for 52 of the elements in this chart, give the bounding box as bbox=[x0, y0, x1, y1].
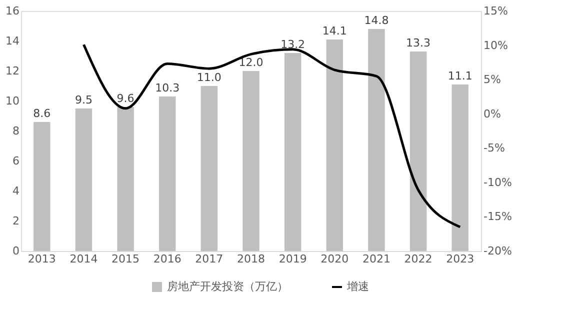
bar bbox=[452, 84, 468, 251]
y-tick-label: 4 bbox=[12, 184, 20, 198]
y2-tick-label: 0% bbox=[484, 107, 501, 120]
bar bbox=[117, 107, 134, 251]
bar bbox=[284, 53, 302, 251]
data-label: 8.6 bbox=[33, 107, 51, 120]
bar bbox=[159, 96, 176, 251]
y-tick-label: 16 bbox=[6, 4, 20, 18]
y-tick-label: 6 bbox=[12, 154, 20, 168]
data-label: 9.6 bbox=[116, 92, 134, 105]
data-label: 14.1 bbox=[322, 24, 347, 38]
bar bbox=[410, 52, 427, 251]
y2-tick-label: -5% bbox=[484, 142, 505, 155]
data-label: 13.3 bbox=[406, 36, 431, 50]
y-tick-label: 0 bbox=[12, 244, 20, 258]
data-label: 11.0 bbox=[196, 71, 222, 84]
y2-tick-label: 5% bbox=[484, 73, 501, 86]
bar bbox=[326, 40, 343, 251]
y2-tick-label: 15% bbox=[484, 4, 508, 18]
y-tick-label: 10 bbox=[6, 94, 20, 108]
bar bbox=[34, 122, 50, 251]
x-tick-label: 2013 bbox=[28, 252, 56, 266]
bar bbox=[368, 29, 385, 251]
x-tick-label: 2018 bbox=[237, 252, 265, 266]
data-label: 13.2 bbox=[280, 38, 306, 51]
x-tick-label: 2014 bbox=[70, 252, 98, 266]
data-label: 9.5 bbox=[74, 94, 92, 106]
x-tick-label: 2016 bbox=[153, 252, 182, 266]
y2-tick-label: -15% bbox=[484, 210, 512, 224]
bar bbox=[242, 71, 260, 251]
x-tick-label: 2022 bbox=[404, 252, 432, 266]
x-tick-label: 2023 bbox=[446, 252, 474, 266]
x-tick-label: 2021 bbox=[362, 252, 390, 266]
y2-tick-label: -10% bbox=[484, 176, 512, 189]
data-label: 11.1 bbox=[448, 70, 472, 82]
y2-tick-label: -20% bbox=[484, 244, 512, 258]
legend-label: 房地产开发投资（万亿） bbox=[167, 280, 288, 293]
y2-tick-label: 10% bbox=[484, 38, 508, 52]
bar bbox=[75, 108, 92, 251]
data-label: 14.8 bbox=[364, 14, 389, 27]
y-tick-label: 8 bbox=[12, 124, 20, 138]
data-label: 10.3 bbox=[155, 82, 180, 94]
x-tick-label: 2015 bbox=[112, 252, 140, 266]
x-tick-label: 2017 bbox=[195, 252, 224, 266]
y-tick-label: 14 bbox=[6, 34, 20, 48]
y-tick-label: 12 bbox=[6, 64, 20, 78]
legend-label: 增速 bbox=[346, 280, 369, 293]
y-tick-label: 2 bbox=[12, 214, 20, 228]
x-tick-label: 2019 bbox=[278, 252, 307, 266]
data-label: 12.0 bbox=[238, 56, 264, 69]
x-tick-label: 2020 bbox=[320, 252, 349, 266]
bar bbox=[200, 86, 218, 251]
